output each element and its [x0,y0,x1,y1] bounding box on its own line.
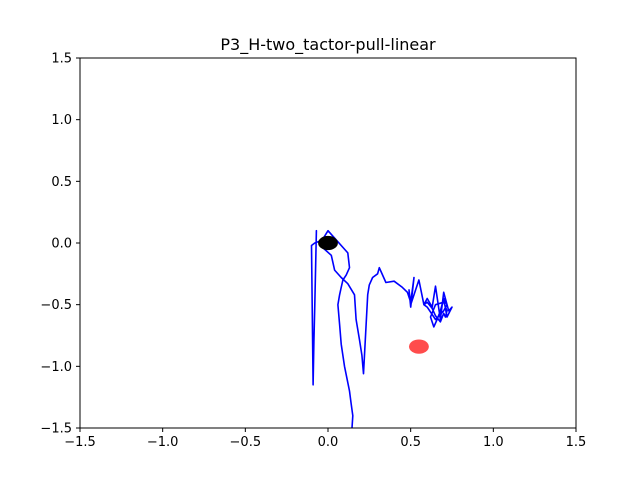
y-tick-label: 0.0 [51,237,72,252]
chart-title: P3_H-two_tactor-pull-linear [220,35,436,55]
y-tick-label: 1.5 [51,52,72,67]
start-marker [318,235,338,251]
y-tick-label: −1.0 [40,360,72,375]
data-layer [310,229,453,428]
trajectory-line-2 [310,229,324,386]
x-tick-label: 1.0 [483,435,504,450]
plot-area: −1.5 −1.0 −0.5 0.0 0.5 1.0 1.5 1.5 1.0 0.5 0.0 −0.5… [40,52,586,451]
y-tick-label: 0.5 [51,175,72,190]
x-tick-label: 0.5 [400,435,421,450]
y-tick-label: −1.5 [40,422,72,437]
trajectory-line-1 [318,229,453,428]
y-tick-label: 1.0 [51,113,72,128]
x-tick-label: −1.0 [147,435,179,450]
x-tick-label: −0.5 [230,435,262,450]
x-tick-label: 0.0 [318,435,339,450]
x-tick-label: −1.5 [64,435,96,450]
x-tick-label: 1.5 [566,435,587,450]
target-marker [409,339,429,354]
y-tick-label: −0.5 [40,298,72,313]
